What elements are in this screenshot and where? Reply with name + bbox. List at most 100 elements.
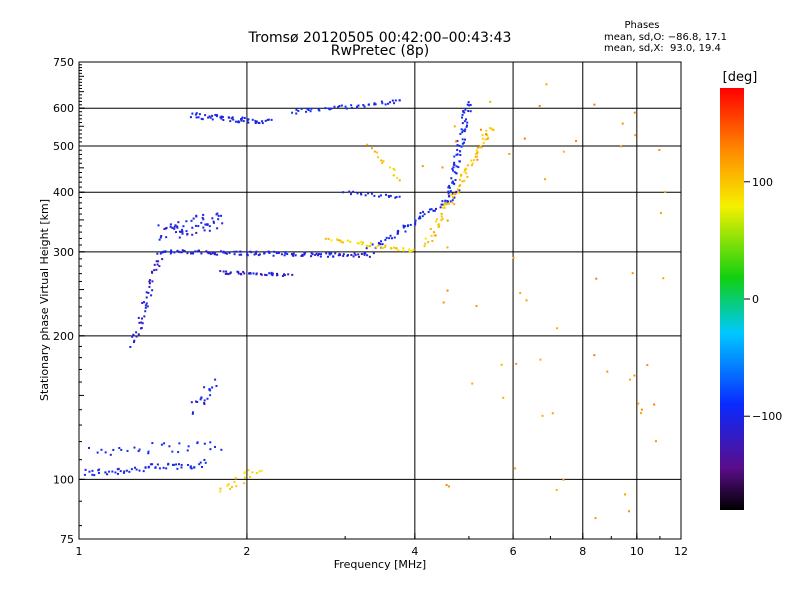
echo-point	[154, 466, 157, 469]
echo-point	[404, 225, 407, 228]
echo-point	[160, 234, 163, 237]
echo-point	[189, 466, 192, 469]
echo-point	[181, 230, 184, 233]
echo-point	[263, 251, 266, 254]
echo-point	[417, 217, 420, 220]
echo-point	[457, 192, 460, 195]
echo-point	[367, 103, 370, 106]
echo-point	[192, 217, 195, 220]
echo-point	[199, 398, 202, 401]
echo-point	[91, 473, 94, 476]
echo-point	[207, 116, 210, 119]
echo-point	[159, 252, 162, 255]
echo-point	[446, 200, 449, 203]
echo-point	[254, 119, 257, 122]
echo-point	[441, 206, 444, 209]
echo-point	[466, 121, 469, 124]
echo-point	[446, 246, 449, 249]
echo-point	[470, 164, 473, 167]
echo-point	[159, 236, 162, 239]
echo-point	[176, 249, 179, 252]
echo-point	[390, 237, 393, 240]
chart-title: Tromsø 20120505 00:42:00–00:43:43	[248, 30, 512, 46]
echo-point	[465, 172, 468, 175]
echo-point	[458, 144, 461, 147]
echo-point	[562, 150, 565, 153]
echo-point	[390, 247, 393, 250]
echo-point	[385, 236, 388, 239]
echo-point	[356, 106, 359, 109]
echo-point	[237, 121, 240, 124]
echo-point	[167, 462, 170, 465]
echo-point	[381, 161, 384, 164]
echo-point	[458, 178, 461, 181]
echo-point	[364, 194, 367, 197]
echo-point	[193, 466, 196, 469]
echo-point	[379, 243, 382, 246]
echo-point	[120, 448, 123, 451]
echo-point	[186, 232, 189, 235]
echo-point	[220, 214, 223, 217]
echo-point	[370, 192, 373, 195]
echo-point	[146, 305, 149, 308]
echo-point	[158, 265, 161, 268]
echo-point	[393, 236, 396, 239]
echo-point	[422, 210, 425, 213]
echo-point	[551, 412, 554, 415]
echo-point	[249, 250, 252, 253]
echo-point	[356, 192, 359, 195]
echo-point	[229, 120, 232, 123]
echo-point	[398, 179, 401, 182]
echo-point	[224, 272, 227, 275]
echo-point	[141, 301, 144, 304]
echo-point	[196, 400, 199, 403]
echo-point	[208, 229, 211, 232]
echo-point	[452, 166, 455, 169]
echo-point	[169, 252, 172, 255]
echo-point	[144, 310, 147, 313]
y-tick-label: 100	[53, 473, 74, 486]
echo-point	[448, 186, 451, 189]
echo-point	[316, 254, 319, 257]
echo-point	[194, 224, 197, 227]
echo-point	[461, 180, 464, 183]
echo-point	[177, 250, 180, 253]
echo-point	[197, 249, 200, 252]
echo-point	[360, 193, 363, 196]
echo-point	[240, 117, 243, 120]
echo-point	[384, 238, 387, 241]
echo-point	[292, 254, 295, 257]
echo-point	[243, 272, 246, 275]
echo-point	[214, 113, 217, 116]
echo-point	[283, 273, 286, 276]
echo-points	[83, 83, 667, 520]
echo-point	[465, 118, 468, 121]
echo-point	[248, 476, 251, 479]
echo-point	[173, 225, 176, 228]
echo-point	[233, 480, 236, 483]
echo-point	[375, 246, 378, 249]
echo-point	[147, 291, 150, 294]
echo-point	[433, 209, 436, 212]
echo-point	[462, 129, 465, 132]
echo-point	[337, 254, 340, 257]
echo-point	[458, 185, 461, 188]
echo-point	[328, 252, 331, 255]
echo-point	[198, 113, 201, 116]
echo-point	[180, 466, 183, 469]
echo-point	[209, 394, 212, 397]
echo-point	[431, 239, 434, 242]
echo-point	[485, 129, 488, 132]
echo-point	[388, 237, 391, 240]
echo-point	[458, 189, 461, 192]
echo-point	[382, 247, 385, 250]
echo-point	[324, 237, 327, 240]
echo-point	[137, 450, 140, 453]
echo-point	[249, 272, 252, 275]
echo-point	[402, 249, 405, 252]
echo-point	[470, 159, 473, 162]
echo-point	[189, 465, 192, 468]
echo-point	[310, 255, 313, 258]
echo-point	[122, 471, 125, 474]
echo-point	[227, 273, 230, 276]
